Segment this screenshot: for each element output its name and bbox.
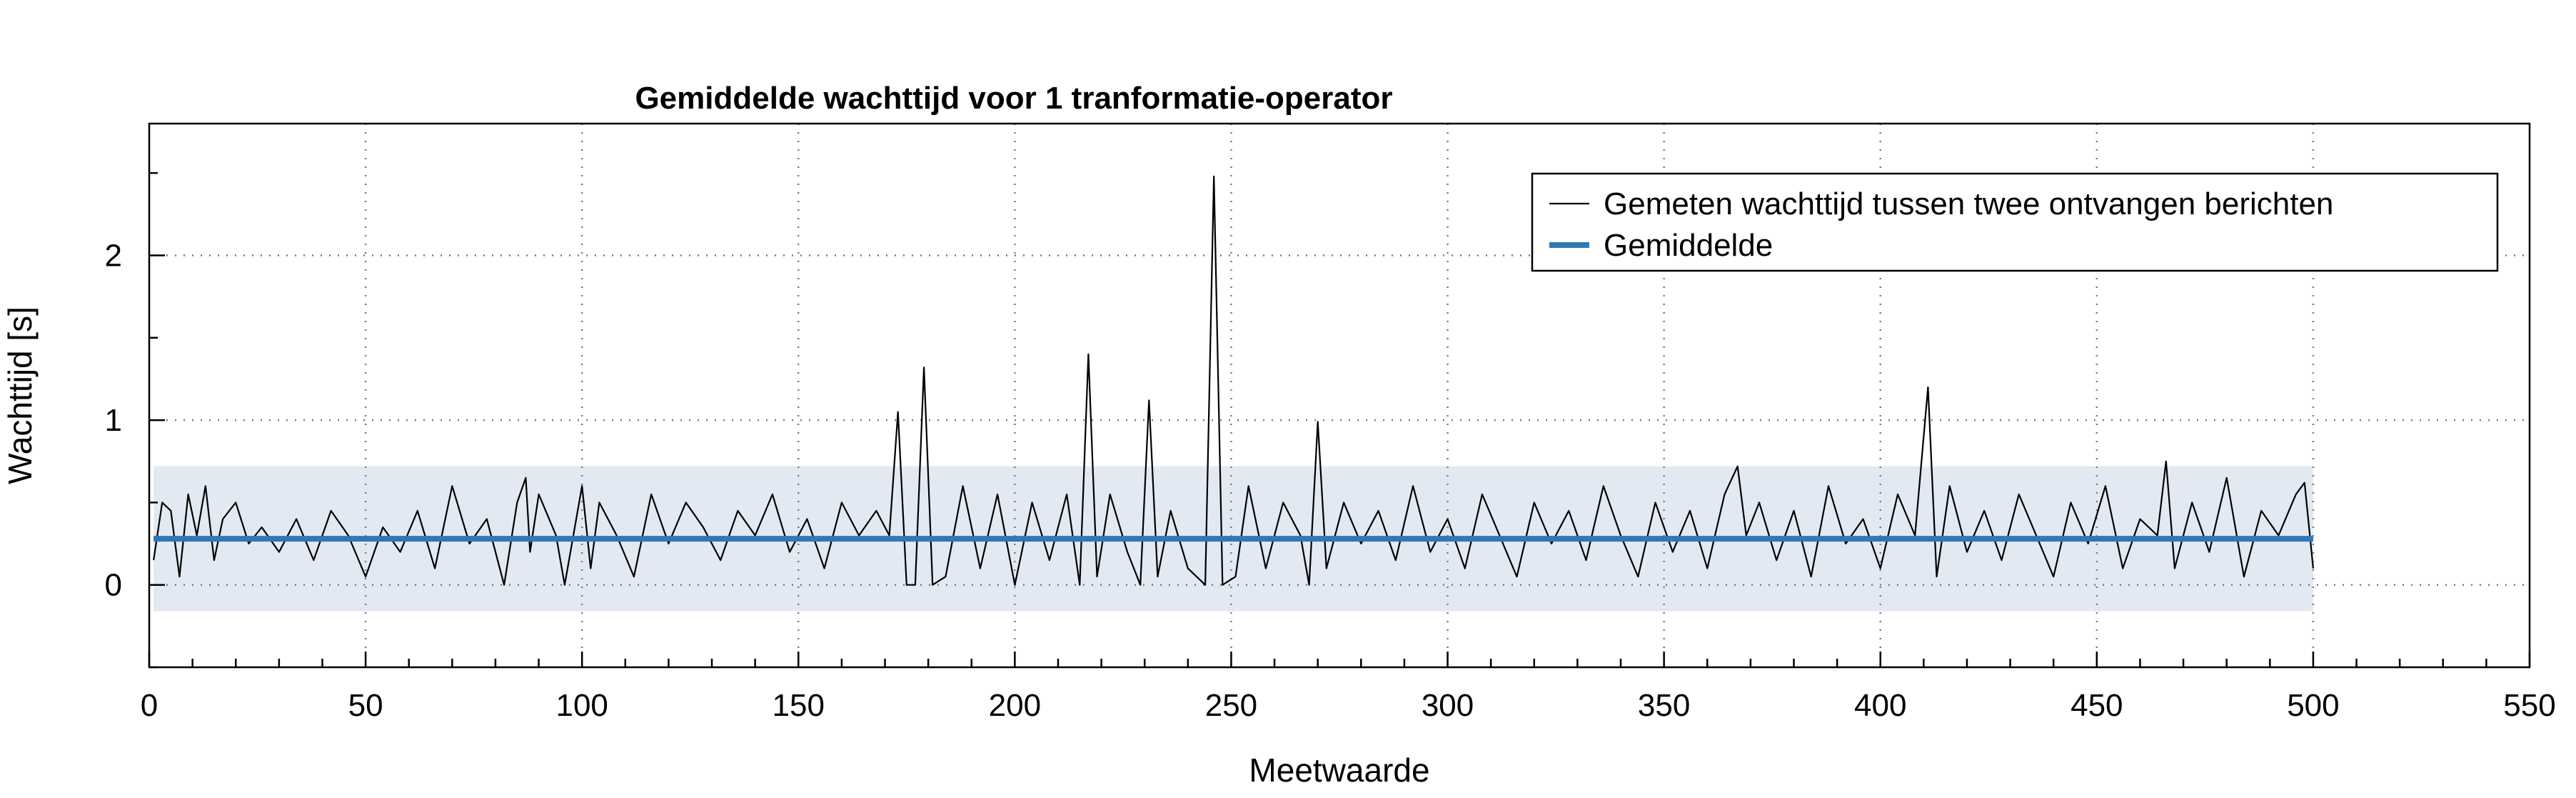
x-tick-label: 400: [1854, 688, 1906, 723]
legend-label-mean: Gemiddelde: [1604, 228, 1773, 263]
x-tick-label: 300: [1422, 688, 1474, 723]
x-tick-label: 550: [2503, 688, 2555, 723]
x-tick-label: 50: [348, 688, 383, 723]
x-tick-label: 0: [141, 688, 158, 723]
x-tick-label: 200: [989, 688, 1041, 723]
x-tick-label: 350: [1638, 688, 1690, 723]
x-tick-label: 450: [2071, 688, 2123, 723]
legend-box: [1531, 172, 2499, 272]
y-tick-label: 1: [105, 403, 122, 438]
plot-frame: [148, 122, 2531, 669]
x-tick-label: 500: [2287, 688, 2339, 723]
legend: Gemeten wachttijd tussen twee ontvangen …: [1531, 172, 2499, 272]
x-tick-label: 150: [773, 688, 825, 723]
y-axis-label: Wachttijd [s]: [1, 306, 39, 484]
x-tick-label: 250: [1205, 688, 1257, 723]
x-axis-label: Meetwaarde: [1249, 752, 1429, 789]
axis-ticks: [148, 171, 2531, 669]
x-tick-labels: 0 50 100 150 200 250 300 350 400 450 500 550: [141, 688, 2556, 723]
x-tick-label: 100: [555, 688, 608, 723]
y-tick-label: 2: [105, 238, 122, 273]
y-tick-label: 0: [105, 568, 122, 603]
plot-area: [148, 122, 2531, 669]
chart-title: Gemiddelde wachttijd voor 1 tranformatie…: [635, 81, 1392, 116]
y-tick-labels: 0 1 2: [105, 238, 122, 602]
legend-label-measured: Gemeten wachttijd tussen twee ontvangen …: [1604, 186, 2333, 221]
